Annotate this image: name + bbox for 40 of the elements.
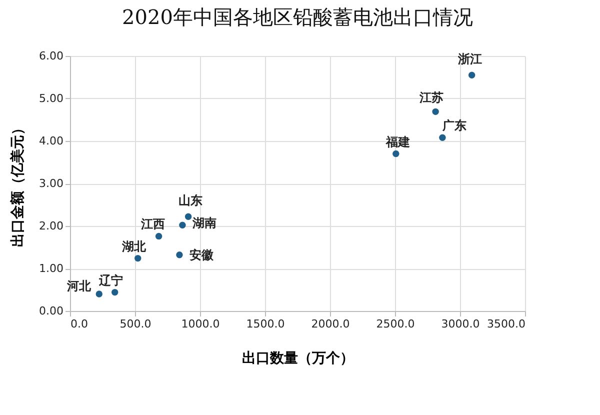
y-tick-label: 1.00 bbox=[39, 262, 64, 275]
annotation: 山东 bbox=[178, 194, 202, 208]
point bbox=[392, 150, 400, 158]
y-tick-label: 2.00 bbox=[39, 220, 64, 232]
point bbox=[134, 254, 142, 262]
annotation: 广东 bbox=[441, 118, 466, 133]
point bbox=[96, 290, 102, 298]
annotation: 福建 bbox=[384, 134, 410, 149]
annotation: 江苏 bbox=[418, 90, 444, 105]
point bbox=[184, 213, 192, 220]
point bbox=[155, 232, 162, 240]
annotation: 河北 bbox=[66, 279, 92, 293]
y-tick-label: 4.00 bbox=[39, 134, 64, 148]
y-tick-label: 6.00 bbox=[39, 50, 64, 62]
x-tick-label: 2500.0 bbox=[376, 318, 415, 330]
annotation: 湖北 bbox=[120, 239, 147, 254]
x-tick-label: 500.0 bbox=[120, 318, 152, 330]
y-tick-label: 3.00 bbox=[39, 177, 64, 190]
point bbox=[439, 134, 446, 141]
point bbox=[176, 252, 183, 258]
y-tick-label: 0.00 bbox=[39, 304, 64, 318]
annotation: 安徽 bbox=[189, 248, 214, 262]
x-axis-title: 出口数量（万个） bbox=[242, 350, 354, 366]
annotation: 湖南 bbox=[191, 216, 216, 230]
annotation: 江西 bbox=[140, 217, 165, 232]
point bbox=[179, 222, 186, 228]
x-tick-label: 3000.0 bbox=[441, 318, 480, 330]
point bbox=[111, 288, 118, 296]
y-axis-title: 出口金额（亿美元） bbox=[9, 121, 26, 247]
chart-title: 2020年中国各地区铅酸蓄电池出口情况 bbox=[122, 5, 473, 29]
y-tick-label: 5.00 bbox=[39, 92, 64, 105]
x-tick-label: 2000.0 bbox=[311, 318, 350, 330]
annotation: 浙江 bbox=[456, 52, 482, 66]
point bbox=[432, 108, 439, 116]
x-tick-label: 1000.0 bbox=[181, 318, 220, 330]
point bbox=[468, 72, 476, 78]
x-tick-label: 0.0 bbox=[70, 318, 88, 330]
x-tick-label: 3500.0 bbox=[487, 318, 526, 330]
annotation: 辽宁 bbox=[98, 273, 123, 288]
x-tick-label: 1500.0 bbox=[246, 318, 285, 330]
